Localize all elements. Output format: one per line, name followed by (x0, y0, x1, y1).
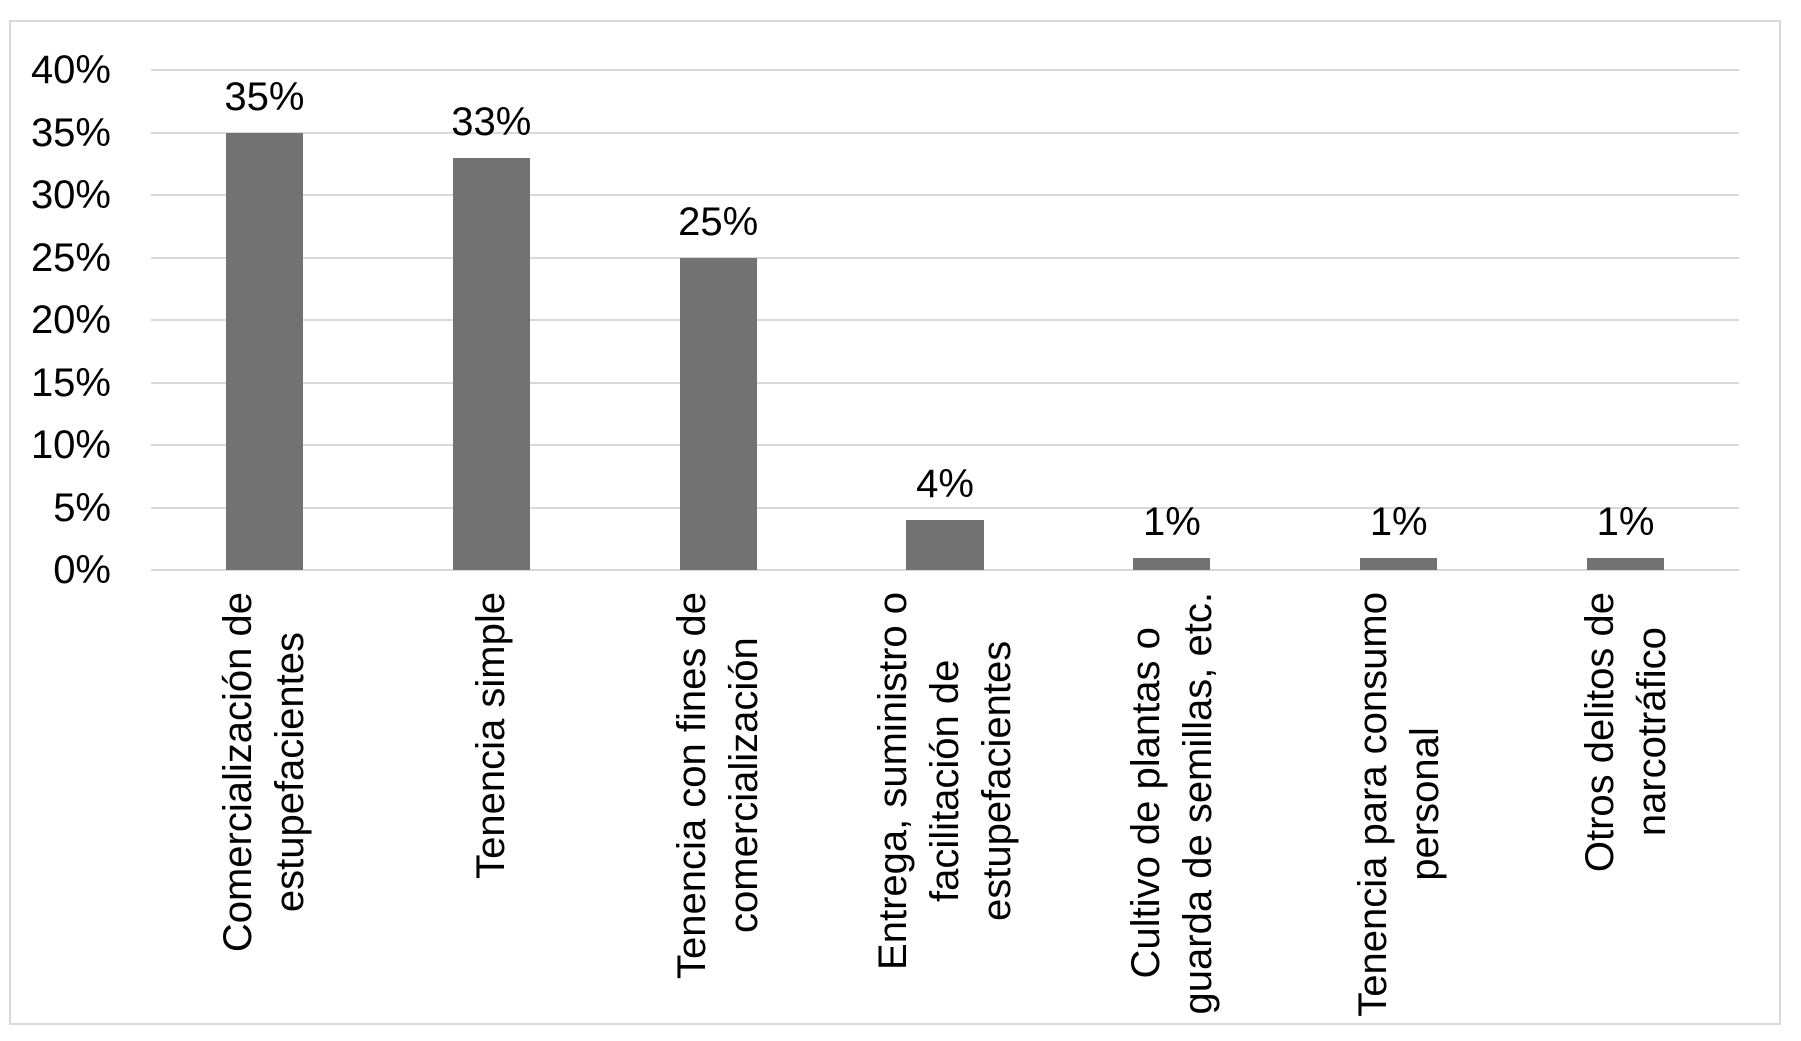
y-tick-label-40: 40% (30, 48, 111, 92)
bar-3 (679, 257, 757, 570)
gridline-30 (151, 194, 1739, 196)
x-axis-category-labels: Comercialización de estupefacientes Tenenc… (151, 592, 1739, 1032)
gridline-10 (151, 444, 1739, 446)
category-slot-4: Entrega, suministro o facilitación de estu… (832, 592, 1059, 1032)
bar-slot-3: 25% (605, 70, 832, 570)
bar-6 (1360, 557, 1438, 570)
category-label-3: Tenencia con fines de comercialización (670, 592, 767, 979)
bar-slot-5: 1% (1058, 70, 1285, 570)
bar-7 (1587, 557, 1665, 570)
gridline-5 (151, 506, 1739, 509)
chart-frame: 35% 33% 25% 4% 1% 1% 1% 40% 35% 30% 25% 20% 15% 10% 5… (9, 20, 1781, 1025)
y-tick-label-10: 10% (30, 423, 111, 467)
bar-4 (906, 520, 984, 570)
category-label-4: Entrega, suministro o facilitación de estu… (871, 592, 1019, 970)
category-label-5: Cultivo de plantas o guarda de semillas, … (1123, 592, 1220, 1015)
bar-slot-4: 4% (832, 70, 1059, 570)
data-label-5: 1% (1142, 499, 1201, 544)
gridline-0 (151, 569, 1739, 571)
y-tick-label-5: 5% (53, 485, 111, 530)
gridline-15 (151, 381, 1739, 384)
category-label-2: Tenencia simple (469, 592, 514, 879)
gridline-20 (151, 319, 1739, 321)
y-tick-label-30: 30% (30, 173, 111, 217)
bar-slot-7: 1% (1512, 70, 1739, 570)
y-tick-label-15: 15% (30, 360, 111, 405)
category-slot-1: Comercialización de estupefacientes (151, 592, 378, 1032)
category-slot-6: Tenencia para consumo personal (1285, 592, 1512, 1032)
data-label-6: 1% (1369, 499, 1428, 544)
gridline-35 (151, 131, 1739, 134)
gridline-25 (151, 256, 1739, 259)
data-label-1: 35% (224, 74, 305, 119)
bar-series: 35% 33% 25% 4% 1% 1% 1% (151, 70, 1739, 570)
bar-1 (225, 132, 303, 570)
category-slot-3: Tenencia con fines de comercialización (605, 592, 832, 1032)
category-label-6: Tenencia para consumo personal (1350, 592, 1447, 1017)
category-label-1: Comercialización de estupefacientes (216, 592, 313, 953)
bar-slot-2: 33% (378, 70, 605, 570)
data-label-3: 25% (678, 199, 759, 244)
category-slot-2: Tenencia simple (378, 592, 605, 1032)
y-tick-label-0: 0% (53, 548, 111, 592)
category-slot-7: Otros delitos de narcotráfico (1512, 592, 1739, 1032)
bar-slot-1: 35% (151, 70, 378, 570)
data-label-7: 1% (1596, 499, 1655, 544)
bar-2 (452, 157, 530, 570)
category-label-7: Otros delitos de narcotráfico (1577, 592, 1674, 873)
y-tick-label-20: 20% (30, 298, 111, 342)
data-label-4: 4% (916, 462, 974, 506)
category-slot-5: Cultivo de plantas o guarda de semillas, … (1058, 592, 1285, 1032)
gridline-40 (151, 69, 1739, 71)
data-label-2: 33% (451, 99, 532, 144)
bar-5 (1133, 557, 1211, 570)
bar-slot-6: 1% (1285, 70, 1512, 570)
plot-area: 35% 33% 25% 4% 1% 1% 1% (151, 69, 1739, 571)
y-tick-label-35: 35% (30, 110, 111, 155)
y-tick-label-25: 25% (30, 235, 111, 280)
